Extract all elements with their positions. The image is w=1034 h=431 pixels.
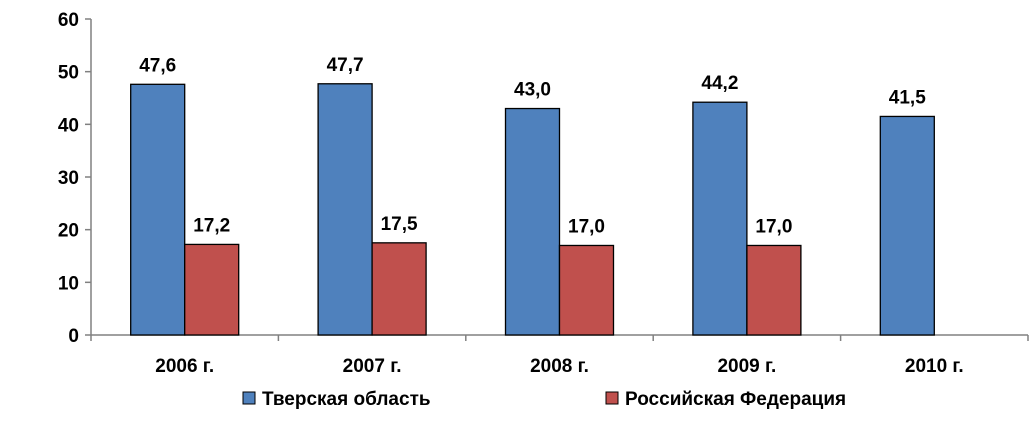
data-label: 17,0 (568, 216, 605, 237)
axes: 0 10 20 30 40 50 60 2006 г. 2007 г. 2008 г. 2009 г… (58, 10, 1029, 377)
x-tick-label: 2009 г. (717, 356, 776, 377)
y-tick-label: 20 (58, 221, 79, 242)
bar (317, 83, 373, 336)
x-tick-label: 2007 г. (343, 356, 402, 377)
x-tick-label: 2010 г. (905, 356, 964, 377)
y-tick-label: 60 (58, 10, 79, 31)
y-tick-label: 50 (58, 63, 79, 84)
data-label: 17,5 (381, 214, 418, 235)
data-label: 17,2 (193, 215, 230, 236)
y-tick-label: 0 (68, 326, 79, 347)
legend: Тверская область Российская Федерация (242, 389, 846, 410)
y-tick-label: 10 (58, 273, 79, 294)
data-label: 47,6 (139, 55, 176, 76)
legend-swatch (242, 391, 256, 405)
legend-label: Российская Федерация (625, 389, 846, 410)
bar (692, 101, 748, 336)
bar (130, 83, 186, 336)
x-tick-label: 2006 г. (155, 356, 214, 377)
data-label: 47,7 (327, 55, 364, 76)
legend-swatch (605, 391, 619, 405)
bar (746, 244, 802, 336)
data-labels: 47,6 17,2 47,7 17,5 43,0 17,0 44,2 17,0 41,5 (139, 55, 926, 238)
bar (879, 115, 935, 336)
y-tick-label: 30 (58, 168, 79, 189)
bar (371, 242, 427, 336)
bar (558, 244, 615, 336)
data-label: 44,2 (701, 73, 738, 94)
data-label: 41,5 (889, 87, 926, 108)
bars (130, 83, 935, 336)
legend-label: Тверская область (262, 389, 431, 410)
bar (504, 107, 561, 336)
y-tick-label: 40 (58, 115, 79, 136)
bar (184, 243, 240, 336)
data-label: 17,0 (755, 216, 792, 237)
data-label: 43,0 (514, 80, 551, 101)
x-tick-label: 2008 г. (530, 356, 589, 377)
